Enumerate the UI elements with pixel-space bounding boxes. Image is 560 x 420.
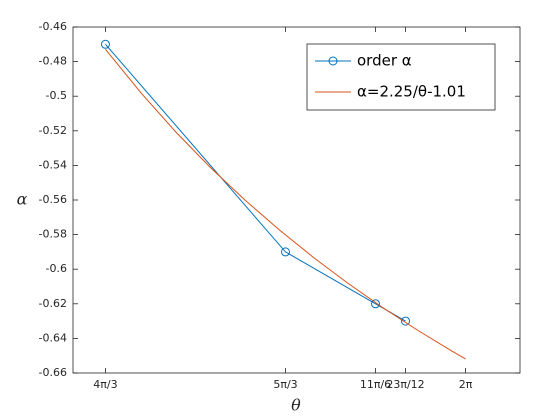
x-tick-label: 5π/3 bbox=[273, 378, 297, 391]
y-tick-label: -0.58 bbox=[39, 228, 67, 241]
y-tick-label: -0.46 bbox=[39, 20, 67, 33]
y-axis-label: α bbox=[17, 190, 28, 209]
x-axis-label: θ bbox=[291, 396, 301, 415]
y-tick-label: -0.54 bbox=[39, 158, 67, 171]
data-point bbox=[280, 247, 290, 257]
data-point bbox=[401, 316, 411, 326]
legend-label: order α bbox=[357, 52, 412, 70]
y-tick-label: -0.6 bbox=[46, 262, 67, 275]
x-tick-label: 4π/3 bbox=[93, 378, 117, 391]
y-tick-label: -0.5 bbox=[46, 89, 67, 102]
y-tick-label: -0.62 bbox=[39, 297, 67, 310]
y-tick-label: -0.56 bbox=[39, 193, 67, 206]
y-tick-label: -0.48 bbox=[39, 55, 67, 68]
y-tick-label: -0.52 bbox=[39, 124, 67, 137]
series-line bbox=[105, 49, 466, 360]
x-tick-label: 23π/12 bbox=[386, 378, 424, 391]
legend-label: α=2.25/θ-1.01 bbox=[357, 83, 466, 101]
legend-box bbox=[306, 43, 496, 111]
x-tick-label: 11π/6 bbox=[360, 378, 391, 391]
data-point bbox=[371, 299, 381, 309]
legend-marker bbox=[328, 56, 338, 66]
y-tick-label: -0.64 bbox=[39, 331, 67, 344]
data-point bbox=[100, 39, 110, 49]
x-tick-label: 2π bbox=[459, 378, 473, 391]
y-tick-label: -0.66 bbox=[39, 366, 67, 379]
